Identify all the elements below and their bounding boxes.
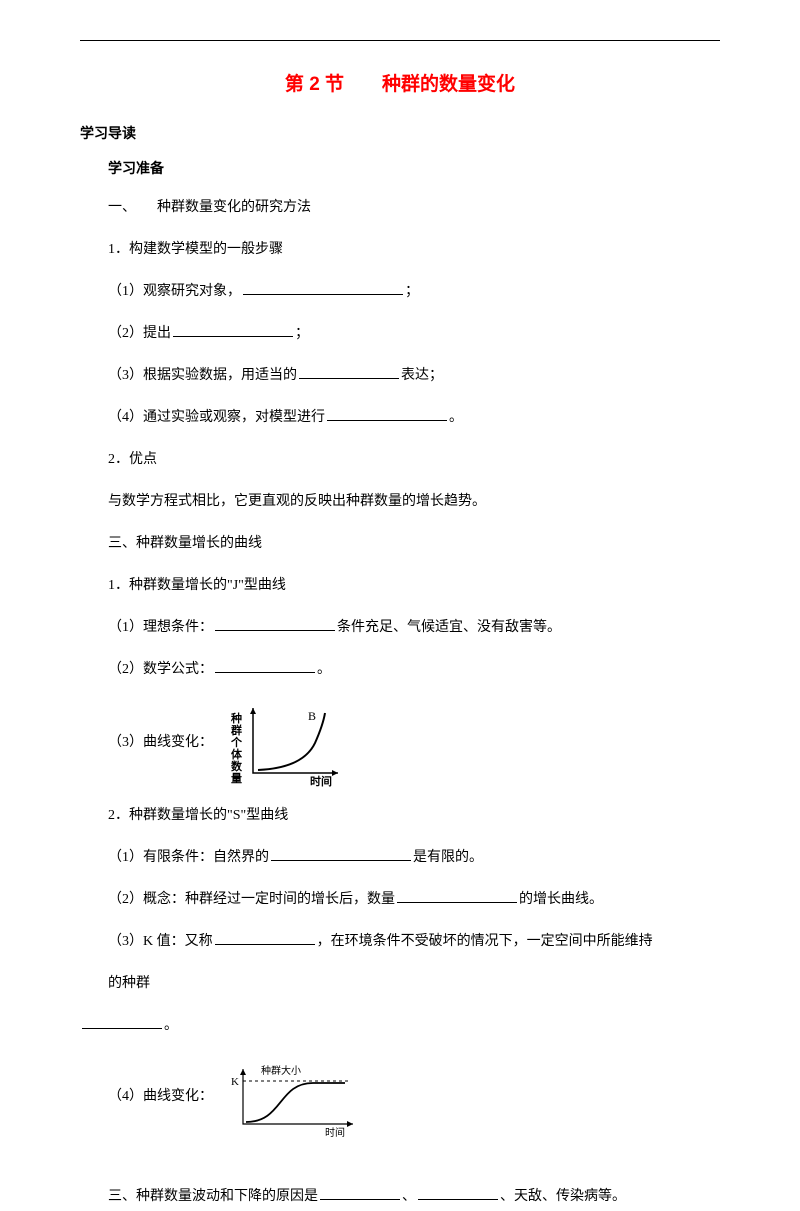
svg-text:数: 数 (231, 759, 243, 773)
sec2-s-3: （3）K 值：又称 ，在环境条件不受破坏的情况下，一定空间中所能维持 (108, 928, 720, 956)
heading-study-guide: 学习导读 (80, 124, 720, 145)
sec2-s-4: （4）曲线变化： (108, 1086, 213, 1107)
text: （1）观察研究对象， (108, 284, 241, 299)
sec2-s-2: （2）概念：种群经过一定时间的增长后，数量 的增长曲线。 (108, 886, 720, 914)
svg-text:时间: 时间 (310, 774, 332, 788)
text: 。 (317, 662, 331, 677)
blank-field[interactable] (418, 1186, 498, 1200)
sec2-j-2: （2）数学公式： 。 (108, 656, 720, 684)
text: （2）概念：种群经过一定时间的增长后，数量 (108, 892, 395, 907)
text: （3）根据实验数据，用适当的 (108, 368, 297, 383)
text: （2）数学公式： (108, 662, 213, 677)
text: 是有限的。 (413, 850, 483, 865)
text: （1）理想条件： (108, 620, 213, 635)
sec1-step4: （4）通过实验或观察，对模型进行 。 (108, 404, 720, 432)
sec2-j-1: （1）理想条件： 条件充足、气候适宜、没有敌害等。 (108, 614, 720, 642)
sec2-s-3d-row: 。 (80, 1012, 720, 1040)
svg-text:个: 个 (230, 735, 243, 749)
s-curve-row: （4）曲线变化： K 种群大小时间 (108, 1054, 720, 1139)
sec1-step2: （2）提出 ； (108, 320, 720, 348)
blank-field[interactable] (299, 365, 399, 379)
text: 。 (164, 1018, 178, 1033)
svg-text:K: K (231, 1076, 239, 1088)
sec1-item2-body: 与数学方程式相比，它更直观的反映出种群数量的增长趋势。 (108, 488, 720, 516)
blank-field[interactable] (215, 617, 335, 631)
blank-field[interactable] (173, 323, 293, 337)
text: ； (295, 326, 309, 341)
sec1-step3: （3）根据实验数据，用适当的 表达； (108, 362, 720, 390)
sec2-s-heading: 2．种群数量增长的"S"型曲线 (108, 802, 720, 830)
page-title: 第 2 节 种群的数量变化 (80, 71, 720, 100)
sec2-heading: 三、种群数量增长的曲线 (108, 530, 720, 558)
heading-study-prep: 学习准备 (108, 159, 720, 180)
blank-field[interactable] (243, 281, 403, 295)
svg-text:种群大小: 种群大小 (261, 1064, 301, 1077)
svg-text:B: B (308, 709, 316, 723)
blank-field[interactable] (215, 659, 315, 673)
text: 、天敌、传染病等。 (500, 1189, 626, 1204)
sec1-item2-label: 2．优点 (108, 446, 720, 474)
svg-text:量: 量 (231, 772, 242, 785)
text: （2）提出 (108, 326, 171, 341)
sec2-j-3: （3）曲线变化： (108, 732, 213, 753)
svg-text:体: 体 (231, 747, 243, 761)
sec3-line: 三、种群数量波动和下降的原因是 、 、天敌、传染病等。 (108, 1183, 720, 1211)
svg-text:种: 种 (230, 711, 242, 725)
svg-text:时间: 时间 (325, 1126, 345, 1139)
svg-text:群: 群 (230, 723, 242, 737)
text: ，在环境条件不受破坏的情况下，一定空间中所能维持 (317, 934, 653, 949)
text: 表达； (401, 368, 443, 383)
blank-field[interactable] (215, 931, 315, 945)
blank-field[interactable] (82, 1015, 162, 1029)
blank-field[interactable] (327, 407, 447, 421)
text: 。 (449, 410, 463, 425)
blank-field[interactable] (320, 1186, 400, 1200)
text: （3）K 值：又称 (108, 934, 213, 949)
text: （1）有限条件：自然界的 (108, 850, 269, 865)
text: 的增长曲线。 (519, 892, 603, 907)
j-curve-chart: 种群个体数量 时间 B (213, 698, 353, 788)
s-curve-chart: K 种群大小时间 (213, 1054, 373, 1139)
text: 三、种群数量波动和下降的原因是 (108, 1189, 318, 1204)
text: 条件充足、气候适宜、没有敌害等。 (337, 620, 561, 635)
blank-field[interactable] (271, 847, 411, 861)
text: ； (405, 284, 419, 299)
j-curve-row: （3）曲线变化： 种群个体数量 时间 B (108, 698, 720, 788)
text: 、 (402, 1189, 416, 1204)
sec1-heading: 一、 种群数量变化的研究方法 (108, 194, 720, 222)
sec1-item1-label: 1．构建数学模型的一般步骤 (108, 236, 720, 264)
sec2-s-1: （1）有限条件：自然界的 是有限的。 (108, 844, 720, 872)
top-rule (80, 40, 720, 41)
sec1-step1: （1）观察研究对象， ； (108, 278, 720, 306)
text: （4）通过实验或观察，对模型进行 (108, 410, 325, 425)
sec2-j-heading: 1．种群数量增长的"J"型曲线 (108, 572, 720, 600)
blank-field[interactable] (397, 889, 517, 903)
sec2-s-3c: 的种群 (108, 970, 720, 998)
